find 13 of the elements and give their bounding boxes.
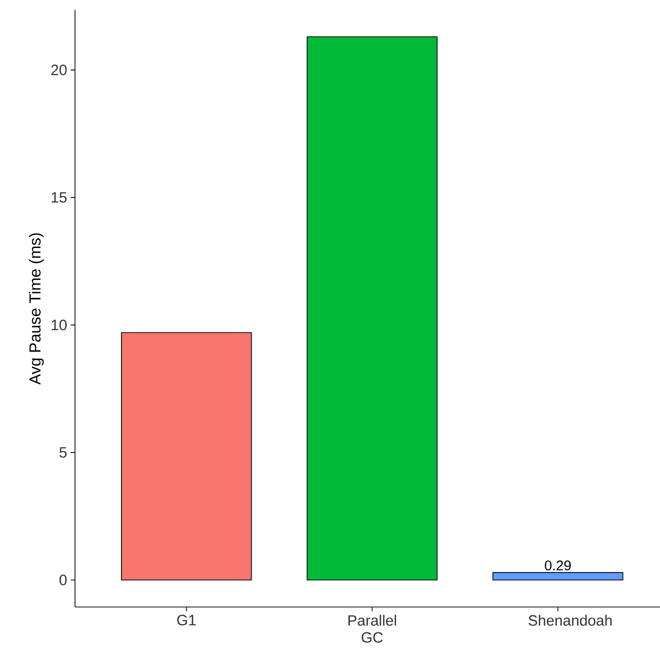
y-tick-label: 5 xyxy=(60,447,67,458)
bar xyxy=(121,332,252,580)
y-tick-label: 10 xyxy=(52,320,67,330)
y-tick-label: 20 xyxy=(51,64,67,76)
x-tick-label: Parallel GC xyxy=(348,614,396,643)
y-tick-label: 15 xyxy=(52,192,67,203)
x-tick-label: G1 xyxy=(177,614,196,626)
y-axis-title: Avg Pause Time (ms) xyxy=(28,233,44,385)
bar xyxy=(306,36,438,580)
y-tick-label: 0 xyxy=(59,574,67,586)
x-tick-label: Shenandoah xyxy=(528,614,612,626)
data-label: 0.29 xyxy=(544,560,571,570)
bar xyxy=(492,572,624,580)
